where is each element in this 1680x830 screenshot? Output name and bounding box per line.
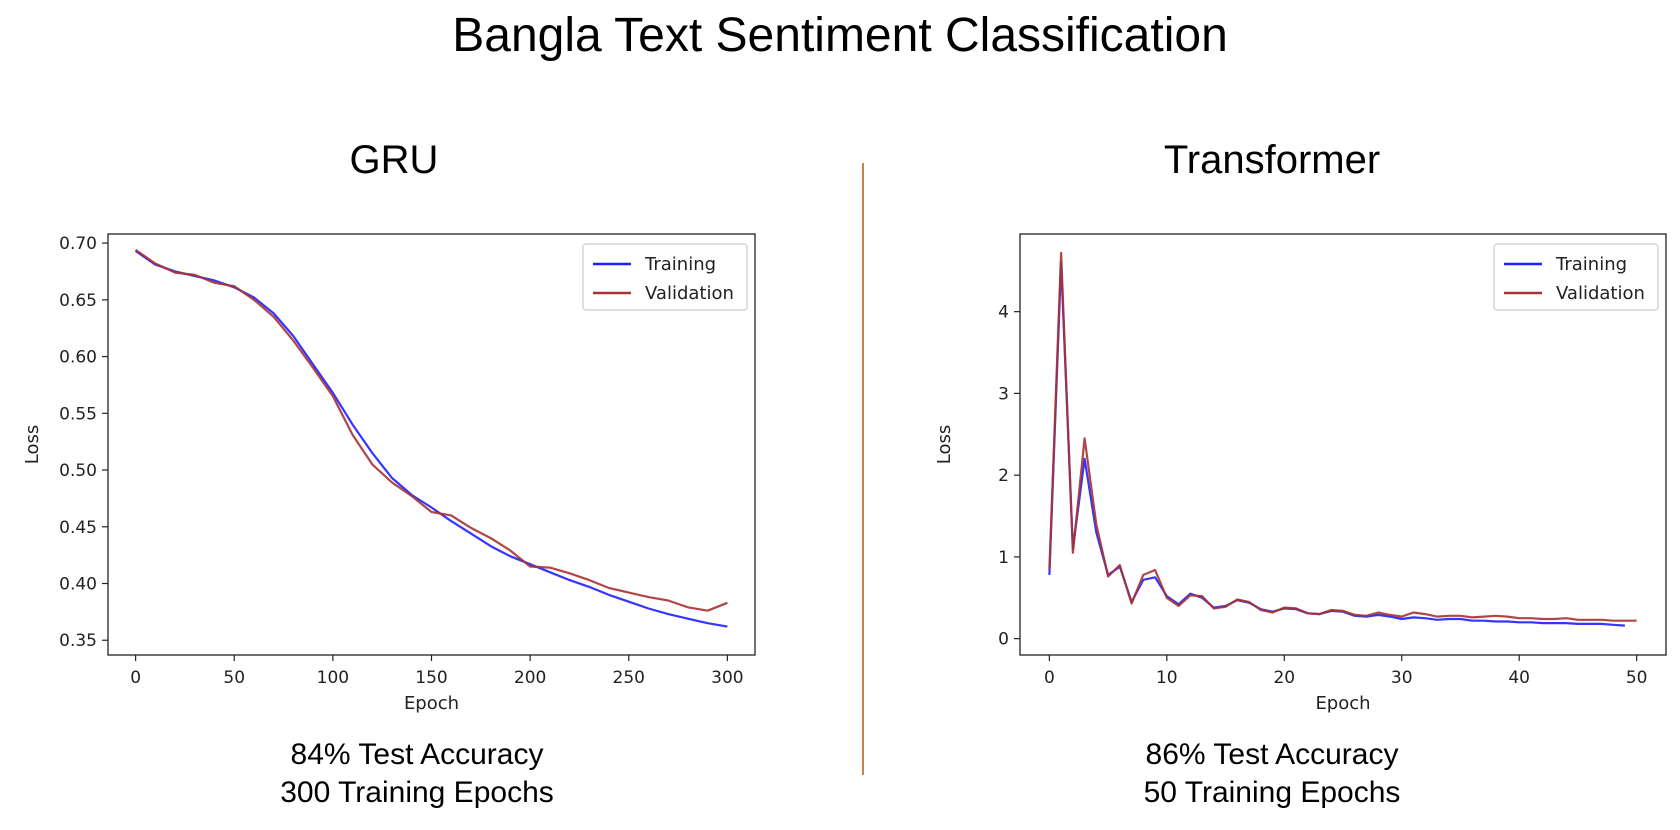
transformer-validation-line xyxy=(1048,251,1637,622)
transformer-x-tick-label: 0 xyxy=(1044,668,1055,688)
page-title: Bangla Text Sentiment Classification xyxy=(452,9,1228,62)
gru-validation-line xyxy=(134,248,728,612)
transformer-x-tick-label: 20 xyxy=(1273,668,1295,688)
gru-legend: Training Validation xyxy=(582,243,748,311)
transformer-legend: Training Validation xyxy=(1493,243,1659,311)
gru-y-tick-label: 0.70 xyxy=(59,234,97,254)
transformer-y-axis-label: Loss xyxy=(934,425,955,464)
transformer-y-tick-label: 2 xyxy=(998,466,1009,486)
transformer-x-tick-label: 50 xyxy=(1626,668,1648,688)
transformer-x-axis-label: Epoch xyxy=(1315,693,1370,714)
transformer-y-tick-label: 4 xyxy=(998,303,1009,323)
transformer-panel-title: Transformer xyxy=(1163,138,1381,182)
transformer-x-tick-label: 30 xyxy=(1391,668,1413,688)
transformer-caption: 86% Test Accuracy 50 Training Epochs xyxy=(1072,736,1472,812)
panel-divider xyxy=(862,163,864,775)
transformer-x-tick-label: 40 xyxy=(1508,668,1530,688)
gru-y-axis-label: Loss xyxy=(22,425,43,464)
gru-training-epochs: 300 Training Epochs xyxy=(280,776,554,809)
gru-y-tick-label: 0.35 xyxy=(59,631,97,651)
transformer-test-accuracy: 86% Test Accuracy xyxy=(1145,738,1399,771)
gru-y-tick-label: 0.60 xyxy=(59,348,97,368)
transformer-plot-frame xyxy=(1019,233,1667,656)
gru-caption: 84% Test Accuracy 300 Training Epochs xyxy=(217,736,617,812)
transformer-legend-label: Validation xyxy=(1556,283,1645,304)
gru-test-accuracy: 84% Test Accuracy xyxy=(290,738,544,771)
gru-x-tick-label: 200 xyxy=(514,668,546,688)
gru-x-tick-label: 250 xyxy=(613,668,645,688)
transformer-y-tick-label: 3 xyxy=(998,384,1009,404)
transformer-x-tick-label: 10 xyxy=(1156,668,1178,688)
gru-y-tick-label: 0.50 xyxy=(59,461,97,481)
gru-x-tick-label: 150 xyxy=(415,668,447,688)
gru-x-tick-label: 300 xyxy=(711,668,743,688)
gru-y-tick-label: 0.65 xyxy=(59,291,97,311)
gru-x-axis-label: Epoch xyxy=(404,693,459,714)
gru-y-tick-label: 0.55 xyxy=(59,404,97,424)
transformer-y-tick-label: 1 xyxy=(998,548,1009,568)
gru-y-tick-label: 0.40 xyxy=(59,575,97,595)
gru-x-tick-label: 50 xyxy=(223,668,245,688)
gru-x-tick-label: 100 xyxy=(317,668,349,688)
gru-y-tick-label: 0.45 xyxy=(59,518,97,538)
gru-x-tick-label: 0 xyxy=(130,668,141,688)
gru-legend-label: Validation xyxy=(645,283,734,304)
transformer-training-line xyxy=(1048,261,1625,627)
transformer-y-tick-label: 0 xyxy=(998,630,1009,650)
gru-legend-label: Training xyxy=(644,254,716,275)
transformer-legend-label: Training xyxy=(1555,254,1627,275)
gru-panel-title: GRU xyxy=(349,138,439,182)
transformer-training-epochs: 50 Training Epochs xyxy=(1143,776,1401,809)
